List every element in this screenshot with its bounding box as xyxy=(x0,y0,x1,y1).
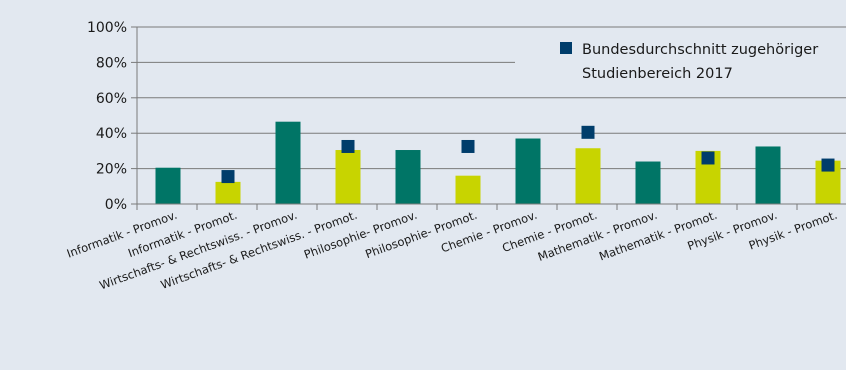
bar xyxy=(155,167,181,204)
y-tick-label: 60% xyxy=(96,91,127,107)
legend: Bundesdurchschnitt zugehöriger Studienbe… xyxy=(560,42,818,82)
bar xyxy=(275,121,301,204)
average-marker xyxy=(461,139,475,153)
bar xyxy=(215,181,241,204)
bar xyxy=(455,175,481,204)
legend-label-line1: Bundesdurchschnitt zugehöriger xyxy=(582,42,818,58)
bar xyxy=(515,138,541,204)
y-tick-label: 20% xyxy=(96,162,127,178)
bars xyxy=(136,121,846,210)
average-marker xyxy=(341,139,355,153)
bar xyxy=(335,150,361,204)
y-tick-label: 0% xyxy=(105,197,127,213)
bar xyxy=(395,150,421,204)
legend-marker-icon xyxy=(560,42,572,54)
grid-lines xyxy=(131,26,846,205)
y-tick-label: 80% xyxy=(96,55,127,71)
bar xyxy=(755,146,781,204)
bar xyxy=(575,148,601,204)
average-marker xyxy=(821,158,835,172)
average-marker xyxy=(701,151,715,165)
average-markers xyxy=(221,125,835,184)
average-marker xyxy=(581,125,595,139)
x-axis-ticks: Informatik - Promov.Informatik - Promot.… xyxy=(65,208,839,293)
y-tick-label: 100% xyxy=(87,20,127,36)
y-axis-ticks: 0% 20% 40% 60% 80% 100% xyxy=(87,20,127,213)
bar xyxy=(635,161,661,204)
legend-label-line2: Studienbereich 2017 xyxy=(582,66,733,82)
y-tick-label: 40% xyxy=(96,126,127,142)
average-marker xyxy=(221,170,235,184)
